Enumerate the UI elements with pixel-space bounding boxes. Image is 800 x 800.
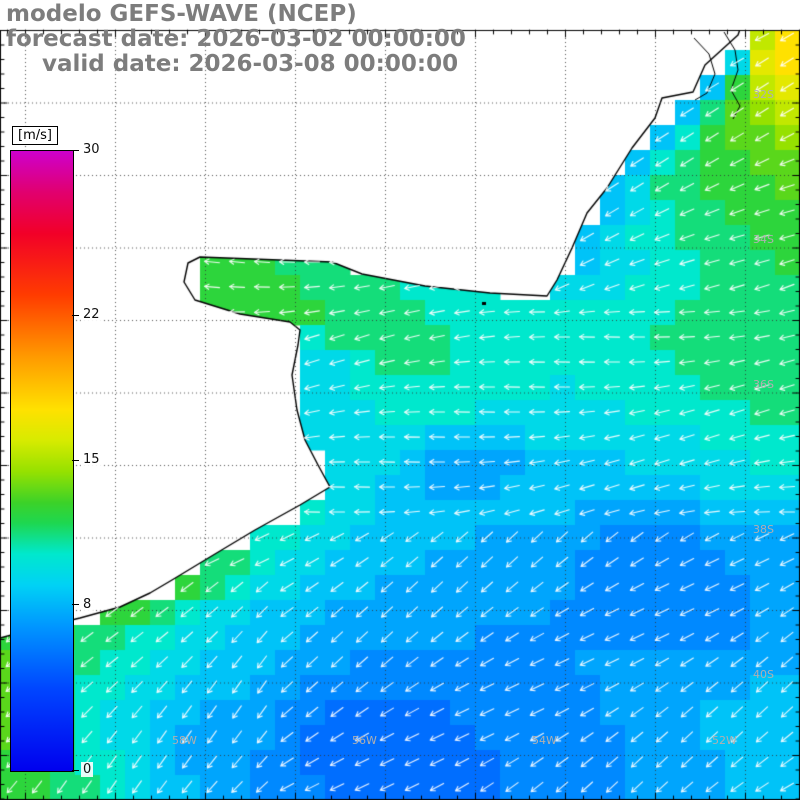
model-title: modelo GEFS-WAVE (NCEP) xyxy=(6,1,357,27)
colorbar-tick-label: 15 xyxy=(81,452,102,467)
longitude-label: 58W xyxy=(172,734,197,747)
colorbar-tick-mark xyxy=(72,149,79,151)
latitude-label: 36S xyxy=(753,377,774,391)
colorbar-tick-mark xyxy=(72,604,79,606)
colorbar-gradient xyxy=(10,150,74,772)
valid-date-label: valid date: 2026-03-08 00:00:00 xyxy=(42,51,459,77)
latitude-label: 34S xyxy=(753,232,774,246)
latitude-label: 38S xyxy=(753,522,774,536)
longitude-label: 56W xyxy=(352,734,377,747)
longitude-label: 54W xyxy=(532,734,557,747)
colorbar-unit-label: [m/s] xyxy=(12,126,58,145)
longitude-label: 52W xyxy=(712,734,737,747)
colorbar-tick-label: 8 xyxy=(81,596,94,612)
latitude-label: 40S xyxy=(753,667,774,681)
colorbar-tick-mark xyxy=(72,769,79,771)
colorbar-tick-label: 0 xyxy=(81,762,94,777)
colorbar-tick-label: 22 xyxy=(81,307,102,323)
map-titles: modelo GEFS-WAVE (NCEP) forecast date: 2… xyxy=(6,2,466,77)
colorbar-tick-label: 30 xyxy=(81,142,102,157)
colorbar-tick-mark xyxy=(72,459,79,461)
forecast-date-label: forecast date: 2026-03-02 00:00:00 xyxy=(6,26,466,52)
latitude-label: 32S xyxy=(753,87,774,101)
colorbar-tick-mark xyxy=(72,314,79,316)
